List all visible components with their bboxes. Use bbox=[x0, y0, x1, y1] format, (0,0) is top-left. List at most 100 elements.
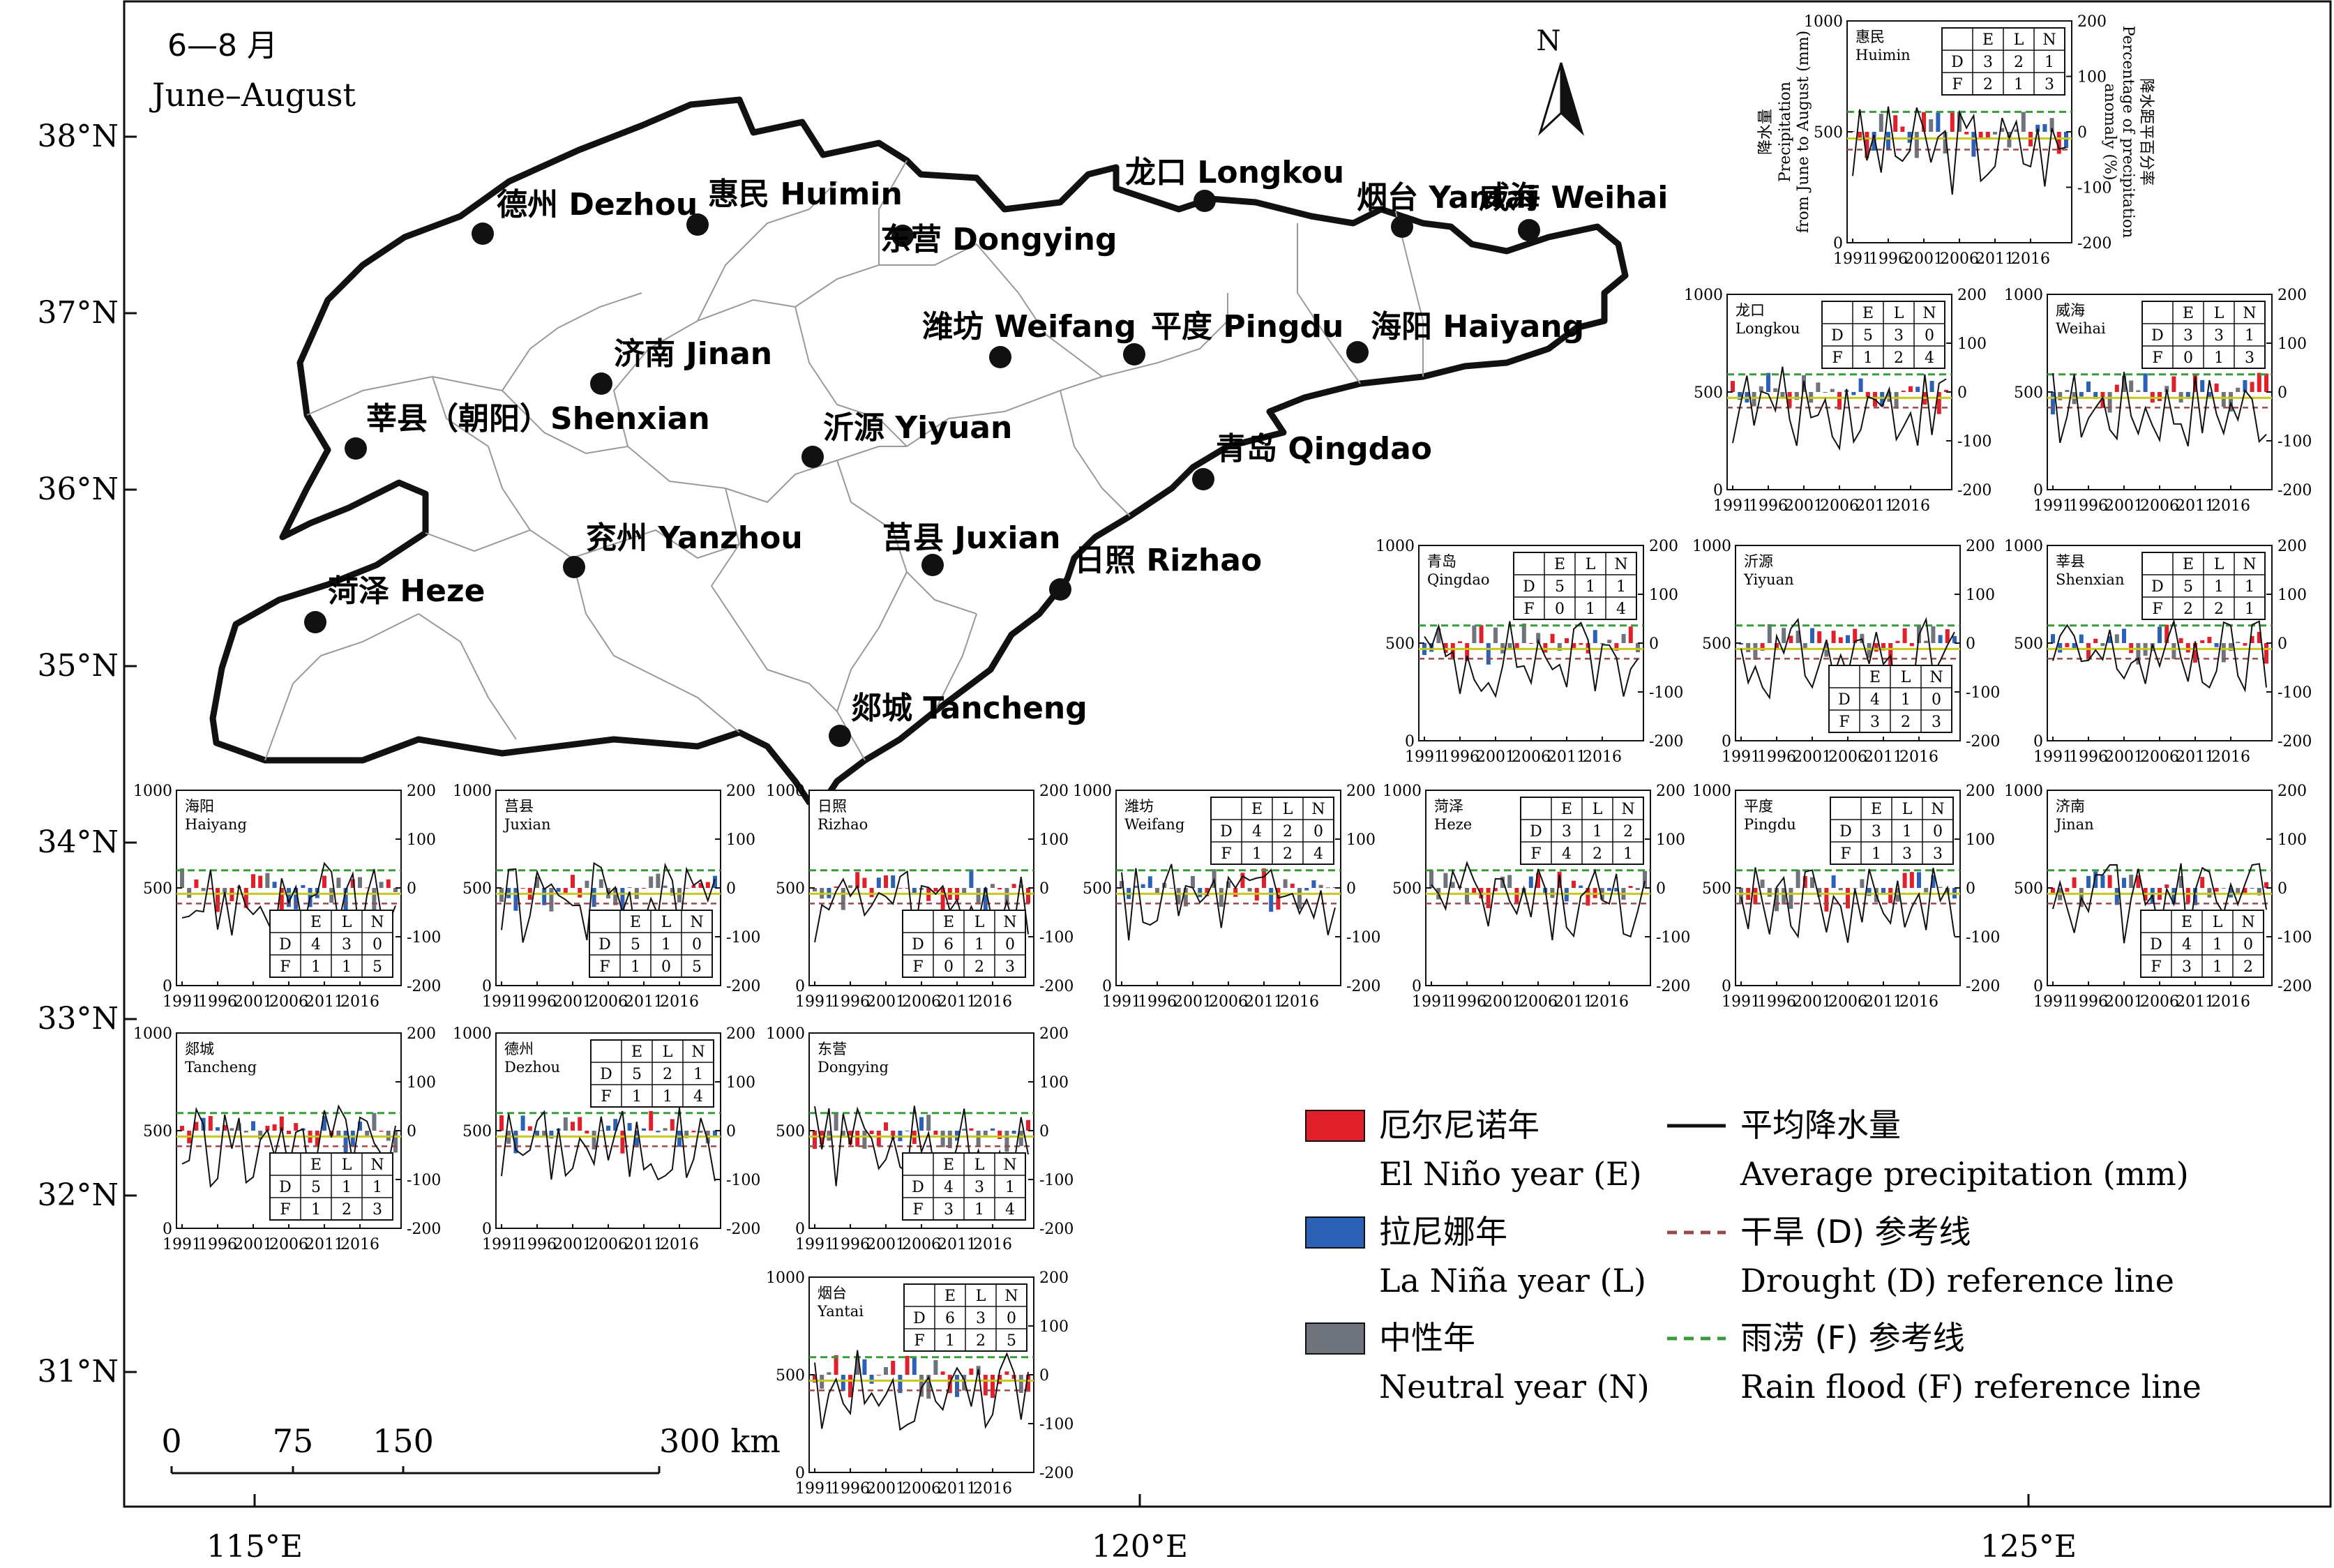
anomaly-bar bbox=[2200, 379, 2205, 392]
anomaly-bar bbox=[2171, 643, 2176, 659]
table-cell: 3 bbox=[2245, 349, 2254, 367]
table-header: L bbox=[974, 1156, 985, 1174]
anomaly-bar bbox=[698, 882, 703, 888]
anomaly-bar bbox=[926, 1375, 931, 1399]
anomaly-bar bbox=[656, 1131, 661, 1133]
x-tick-label: 2016 bbox=[340, 1236, 379, 1253]
table-cell: 1 bbox=[311, 958, 321, 976]
table-cell: 6 bbox=[944, 936, 954, 953]
anomaly-bar bbox=[1018, 884, 1023, 888]
x-tick-label: 2016 bbox=[2011, 250, 2050, 268]
anomaly-bar bbox=[1853, 888, 1858, 889]
anomaly-bar bbox=[1436, 628, 1441, 643]
anomaly-bar bbox=[919, 1117, 924, 1131]
right-tick-label: -200 bbox=[1966, 978, 2000, 995]
table-header: L bbox=[1902, 801, 1913, 818]
x-tick-label: 2006 bbox=[269, 993, 308, 1011]
inset-station-cn: 平度 bbox=[1744, 798, 1773, 815]
table-cell: 0 bbox=[2243, 936, 2253, 953]
anomaly-bar bbox=[1931, 875, 1936, 888]
right-tick-label: 100 bbox=[1649, 587, 1678, 604]
table-header: L bbox=[1586, 556, 1596, 573]
anomaly-bar bbox=[670, 888, 675, 896]
inset-station-en: Dongying bbox=[818, 1059, 889, 1076]
table-row-label: D bbox=[1951, 54, 1964, 71]
table-header: E bbox=[1561, 801, 1572, 818]
x-tick-label: 2001 bbox=[2105, 993, 2144, 1011]
anomaly-bar bbox=[1944, 389, 1948, 392]
anomaly-bar bbox=[2058, 643, 2063, 653]
table-cell: 1 bbox=[1863, 349, 1873, 367]
anomaly-bar bbox=[891, 875, 896, 888]
right-tick-label: 200 bbox=[1039, 783, 1069, 800]
anomaly-bar bbox=[1810, 628, 1814, 643]
anomaly-bar bbox=[1858, 378, 1863, 392]
anomaly-bar bbox=[1607, 640, 1612, 643]
anomaly-bar bbox=[294, 888, 299, 910]
table-cell: 1 bbox=[1616, 578, 1626, 596]
right-tick-label: 0 bbox=[1656, 880, 1666, 898]
station-dot-weifang bbox=[989, 346, 1011, 368]
inset-station-en: Yantai bbox=[817, 1303, 864, 1320]
table-row-label: D bbox=[912, 1179, 924, 1196]
anomaly-bar bbox=[1915, 386, 1920, 392]
anomaly-bar bbox=[1936, 392, 1941, 414]
left-tick-label: 0 bbox=[2033, 733, 2043, 751]
table-cell: 3 bbox=[342, 936, 352, 953]
table-header: N bbox=[1311, 801, 1325, 818]
right-tick-label: 0 bbox=[1966, 880, 1975, 898]
anomaly-bar bbox=[251, 874, 255, 888]
left-tick-label: 500 bbox=[462, 1123, 492, 1140]
x-tick-label: 1996 bbox=[1757, 993, 1796, 1011]
anomaly-bar bbox=[180, 1126, 184, 1131]
table-cell: 1 bbox=[693, 1066, 703, 1083]
table-row-label: D bbox=[1523, 578, 1535, 596]
x-tick-label: 2011 bbox=[305, 1236, 344, 1253]
anomaly-bar bbox=[1858, 132, 1862, 141]
table-row-label: F bbox=[1221, 845, 1231, 863]
county-boundary bbox=[612, 299, 796, 447]
anomaly-bar bbox=[713, 1131, 717, 1137]
table-header: E bbox=[1871, 801, 1882, 818]
table-cell: 1 bbox=[2245, 327, 2254, 345]
precipitation-line bbox=[1740, 867, 1955, 943]
station-dot-haiyang bbox=[1346, 341, 1369, 363]
table-row-label: F bbox=[601, 1088, 611, 1106]
anomaly-bar bbox=[1018, 1131, 1023, 1147]
table-cell: 4 bbox=[944, 1179, 954, 1196]
table-header: E bbox=[630, 914, 641, 931]
anomaly-bar bbox=[201, 888, 206, 891]
left-tick-label: 1000 bbox=[1692, 538, 1731, 555]
table-header: E bbox=[310, 914, 322, 931]
north-arrow: N bbox=[1537, 25, 1585, 136]
precipitation-line bbox=[814, 1350, 1029, 1431]
anomaly-bar bbox=[813, 888, 817, 892]
anomaly-bar bbox=[2122, 628, 2126, 643]
province-outline bbox=[209, 96, 1629, 806]
anomaly-bar bbox=[2107, 635, 2112, 643]
anomaly-bar bbox=[350, 879, 355, 888]
anomaly-bar bbox=[393, 888, 398, 893]
anomaly-bar bbox=[1880, 392, 1885, 407]
scale-label: 150 bbox=[372, 1422, 434, 1460]
x-tick-label: 2001 bbox=[2105, 497, 2144, 515]
left-tick-label: 500 bbox=[143, 880, 172, 898]
anomaly-bar bbox=[2193, 888, 2197, 905]
table-row-label: D bbox=[600, 1066, 612, 1083]
x-tick-label: 2006 bbox=[2140, 497, 2179, 515]
anomaly-bar bbox=[2079, 634, 2084, 643]
county-boundary bbox=[795, 306, 908, 447]
anomaly-bar bbox=[933, 1359, 938, 1375]
anomaly-bar bbox=[869, 1131, 874, 1135]
table-row-label: F bbox=[599, 958, 610, 976]
anomaly-bar bbox=[1262, 868, 1266, 888]
station-label-shenxian: 莘县（朝阳）Shenxian bbox=[366, 401, 710, 437]
anomaly-bar bbox=[2129, 874, 2134, 888]
right-tick-label: 100 bbox=[1966, 587, 1995, 604]
anomaly-bar bbox=[1120, 881, 1124, 888]
x-tick-label: 2001 bbox=[866, 1480, 905, 1498]
table-header: E bbox=[1862, 305, 1874, 322]
table-row-label: D bbox=[1838, 691, 1851, 709]
table-header: N bbox=[370, 1156, 384, 1174]
anomaly-bar bbox=[1500, 876, 1505, 888]
